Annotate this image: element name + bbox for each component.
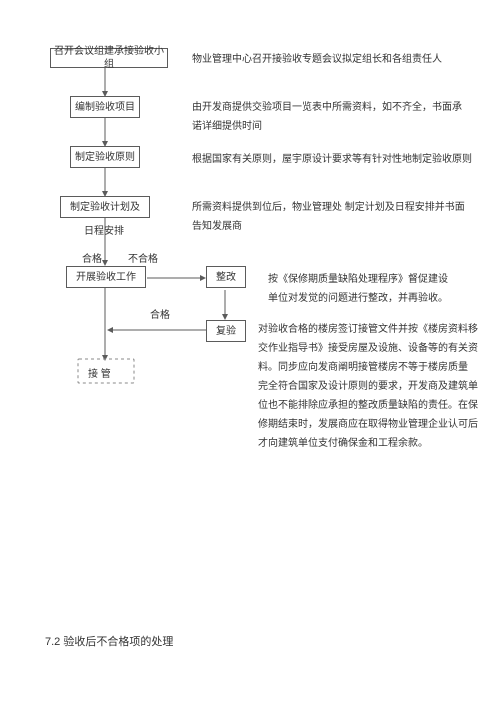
desc-4: 所需资料提供到位后，物业管理处 制定计划及日程安排并书面 告知发展商	[192, 198, 482, 236]
label-fail: 不合格	[128, 250, 158, 265]
node-exec: 开展验收工作	[66, 266, 146, 288]
label-pass2: 合格	[150, 306, 170, 321]
label-pass: 合格	[82, 250, 102, 265]
node-accept: 接 管	[88, 365, 111, 380]
desc-2: 由开发商提供交验项目一览表中所需资料，如不齐全，书面承 诺详细提供时间	[192, 98, 472, 136]
desc-3: 根据国家有关原则，屋宇原设计要求等有针对性地制定验收原则	[192, 150, 472, 169]
node-rectify: 整改	[206, 266, 246, 288]
node-principle-label: 制定验收原则	[75, 151, 135, 164]
node-compile: 编制验收项目	[70, 96, 140, 118]
node-plan-sub: 日程安排	[84, 222, 124, 237]
desc-1: 物业管理中心召开接验收专题会议拟定组长和各组责任人	[192, 50, 472, 69]
desc-6: 对验收合格的楼房签订接管文件并按《楼房资料移 交作业指导书》接受房屋及设施、设备…	[258, 320, 488, 453]
node-rectify-label: 整改	[216, 271, 236, 284]
node-meeting-label: 召开会议组建承接验收小组	[53, 45, 165, 71]
node-principle: 制定验收原则	[70, 146, 140, 168]
node-plan: 制定验收计划及	[60, 196, 150, 218]
node-compile-label: 编制验收项目	[75, 101, 135, 114]
node-exec-label: 开展验收工作	[76, 271, 136, 284]
node-plan-label: 制定验收计划及	[70, 201, 140, 214]
desc-5: 按《保修期质量缺陷处理程序》督促建设 单位对发觉的问题进行整改，并再验收。	[268, 270, 478, 308]
node-recheck: 复验	[206, 320, 246, 342]
section-heading: 7.2 验收后不合格项的处理	[45, 633, 173, 649]
node-recheck-label: 复验	[216, 325, 236, 338]
node-meeting: 召开会议组建承接验收小组	[50, 48, 168, 68]
